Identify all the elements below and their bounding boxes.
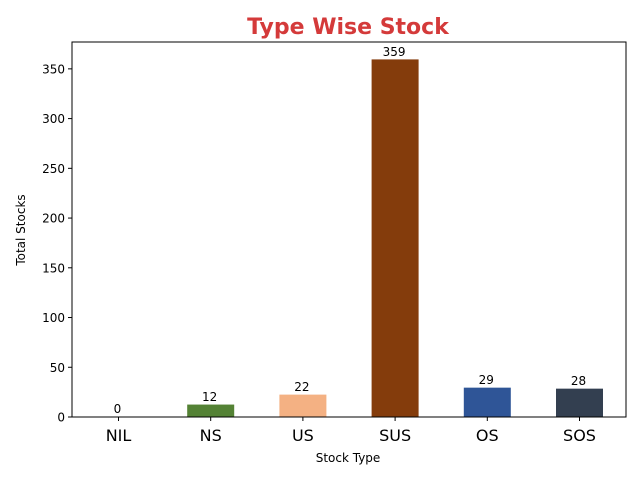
bar-sos xyxy=(556,388,603,418)
chart-title: Type Wise Stock xyxy=(247,15,450,40)
y-tick-label: 300 xyxy=(42,112,65,126)
data-label: 28 xyxy=(571,374,586,388)
data-label: 22 xyxy=(294,380,309,394)
x-tick-label: NIL xyxy=(106,426,132,445)
data-label: 29 xyxy=(479,373,494,387)
y-tick-label: 150 xyxy=(42,261,65,275)
x-tick-label: SOS xyxy=(563,426,596,445)
bar-us xyxy=(279,394,327,418)
y-tick-label: 200 xyxy=(42,212,65,226)
y-axis-label: Total Stocks xyxy=(14,194,28,266)
bar-sus xyxy=(371,59,419,418)
plot-area: 0 50 100 150 200 250 300 350 NIL 0 NS 12 US 22 SUS 359 O… xyxy=(42,45,603,445)
bar-ns xyxy=(187,404,235,418)
data-label: 12 xyxy=(202,390,217,404)
x-tick-label: NS xyxy=(200,426,222,445)
bar-os xyxy=(463,387,511,418)
data-label: 0 xyxy=(114,402,122,416)
y-tick-label: 50 xyxy=(50,361,65,375)
plot-frame xyxy=(71,41,627,418)
x-tick-label: OS xyxy=(476,426,499,445)
y-tick-label: 350 xyxy=(42,62,65,76)
x-tick-label: US xyxy=(292,426,314,445)
x-tick-label: SUS xyxy=(379,426,411,445)
y-tick-label: 100 xyxy=(42,311,65,325)
y-tick-label: 0 xyxy=(57,411,65,425)
data-label: 359 xyxy=(383,45,406,59)
x-axis-label: Stock Type xyxy=(316,451,381,465)
y-tick-label: 250 xyxy=(42,162,65,176)
